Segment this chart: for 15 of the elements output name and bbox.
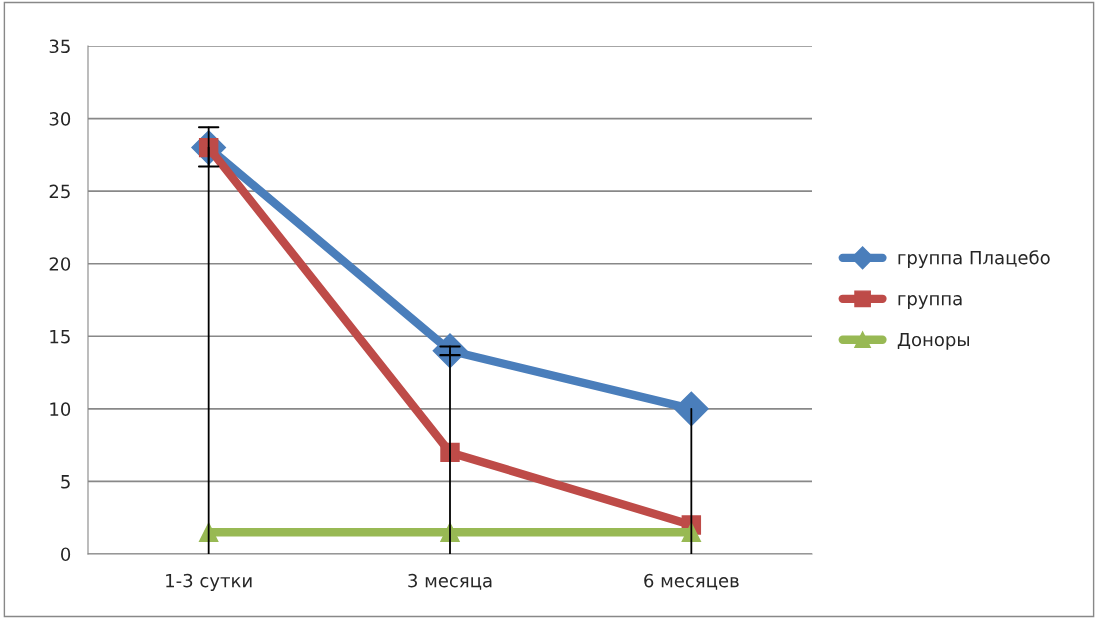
legend-label: группа Плацебо — [898, 250, 1050, 268]
y-tick-label: 10 — [50, 402, 71, 416]
x-tick-label: 1-3 сутки — [166, 573, 252, 591]
legend-label: группа — [898, 295, 962, 309]
point — [673, 391, 709, 427]
legend-label: Доноры — [897, 332, 970, 350]
x-tick-label: 6 месяцев — [644, 573, 739, 590]
x-tick-label: 3 месяца — [408, 573, 492, 590]
y-tick-label: 5 — [61, 475, 70, 489]
y-tick-label: 30 — [49, 112, 71, 126]
y-tick-label: 0 — [61, 547, 71, 562]
y-tick-label: 25 — [49, 184, 70, 199]
y-tick-label: 15 — [50, 329, 70, 344]
y-tick-label: 20 — [49, 257, 71, 271]
y-tick-label: 35 — [49, 39, 70, 54]
